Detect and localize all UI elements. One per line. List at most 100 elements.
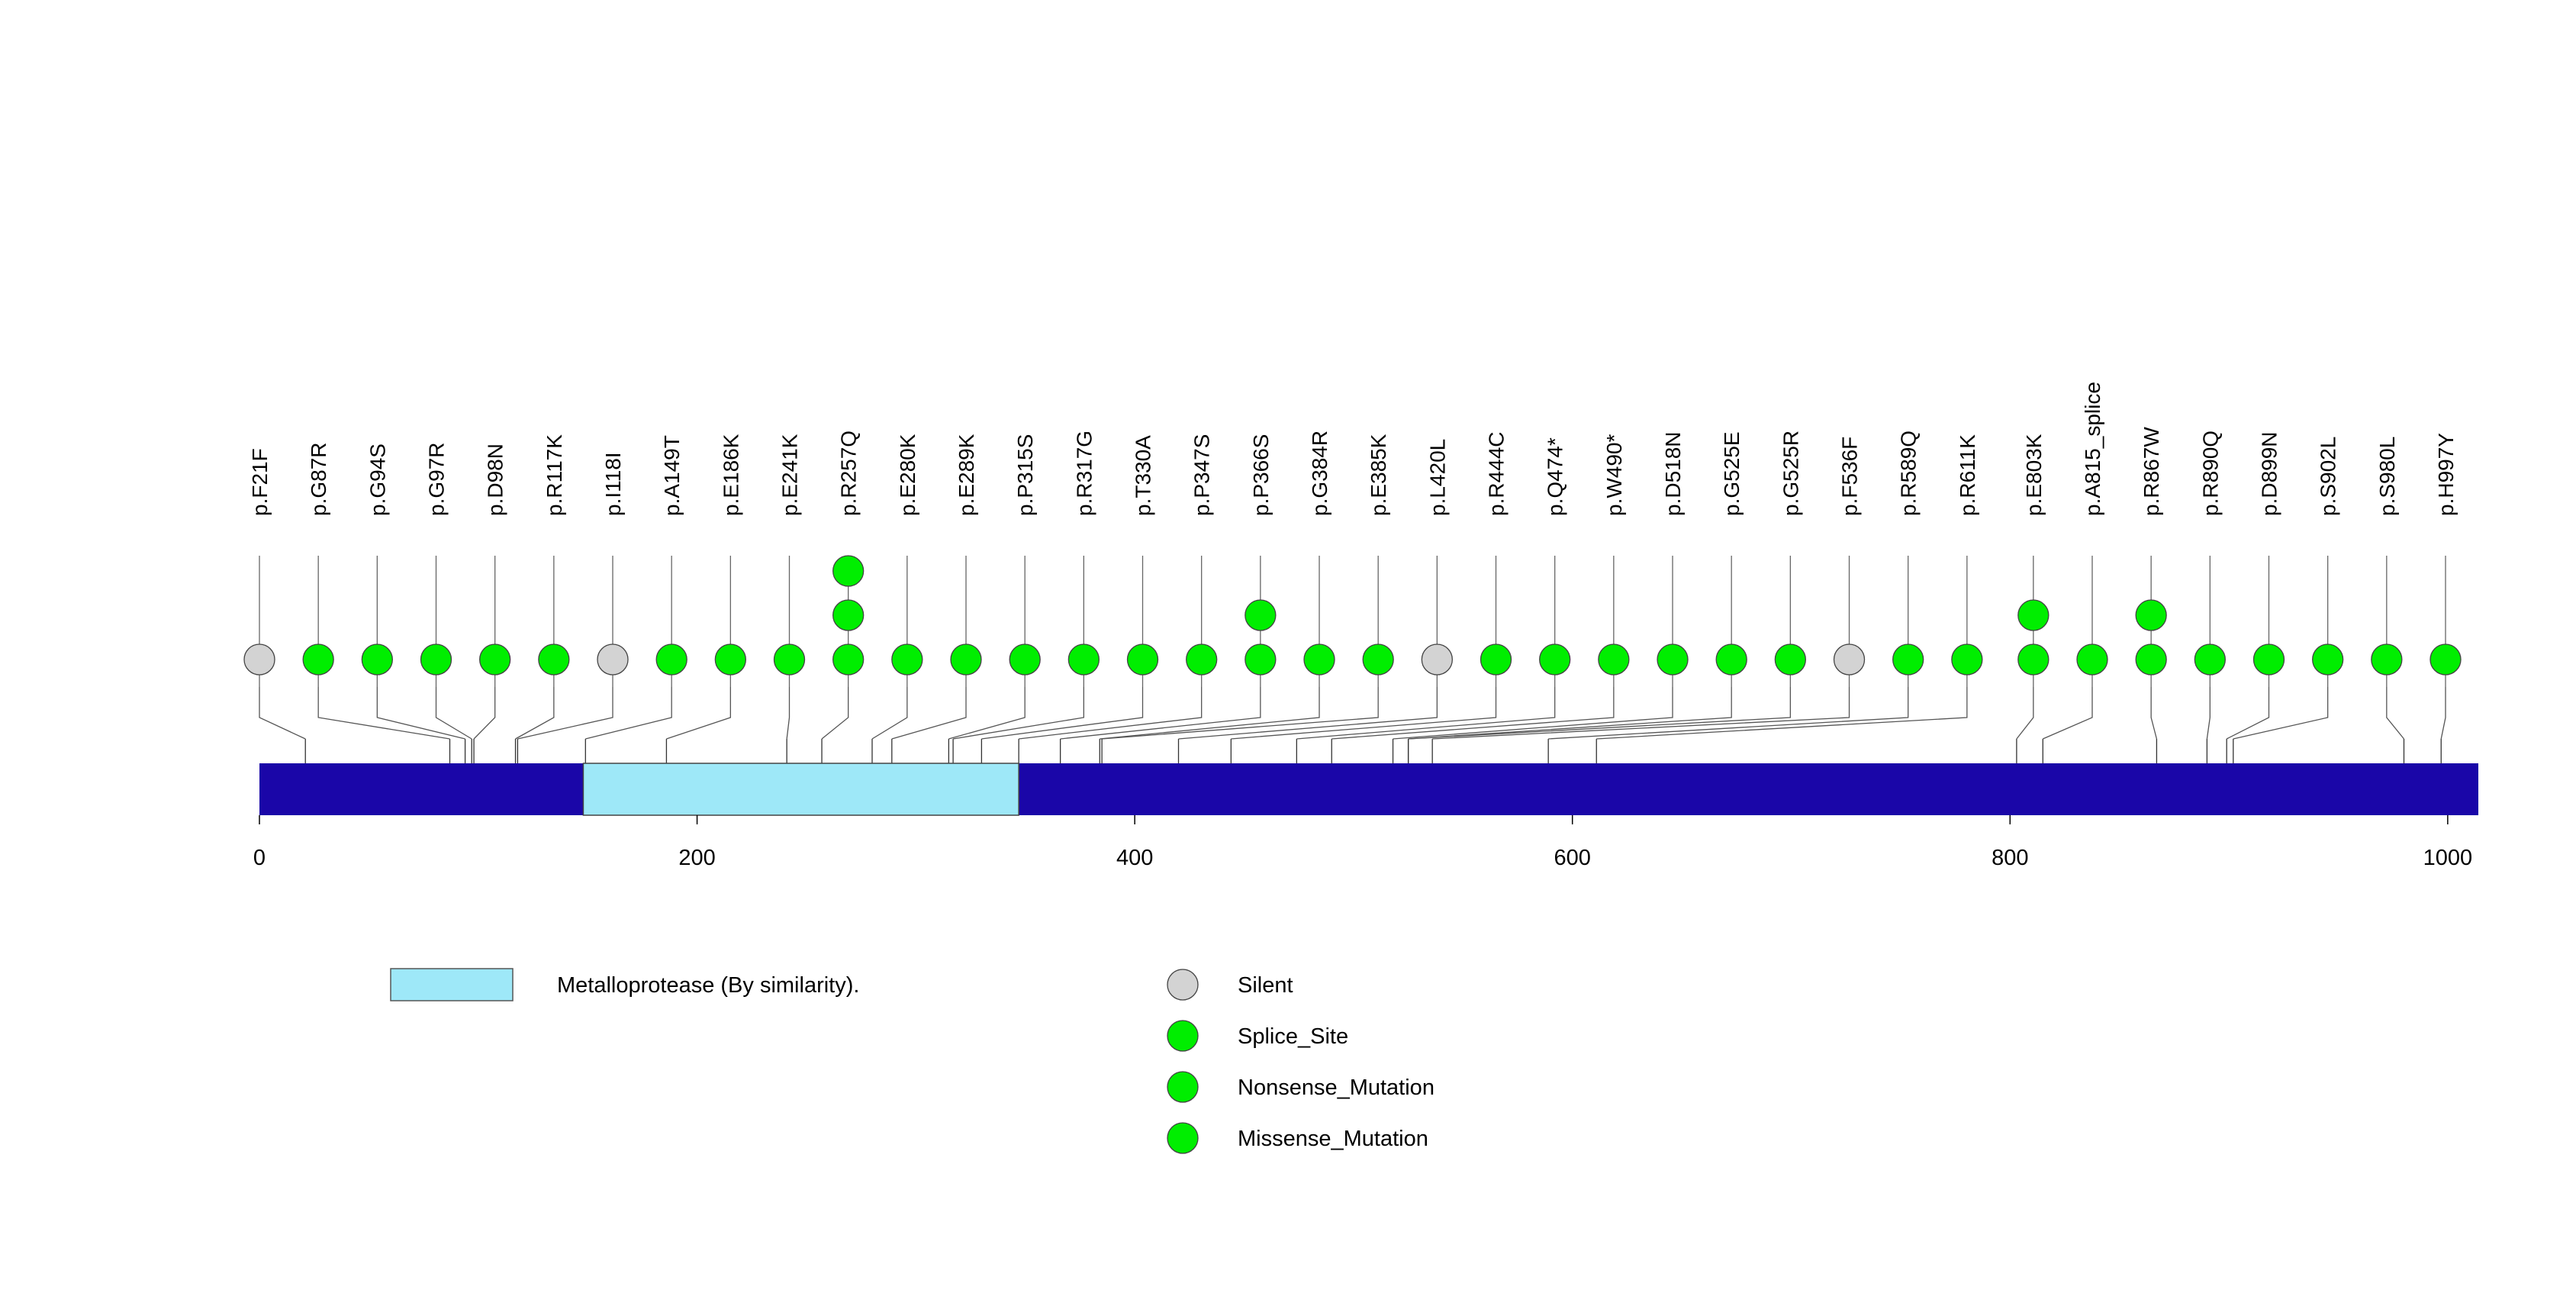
leader-line (2016, 687, 2034, 740)
leader-line (515, 687, 555, 740)
leader-line (1393, 687, 1673, 740)
mutation-label: p.F536F (1838, 437, 1862, 516)
mutation-label: p.E241K (778, 434, 802, 516)
mutation-point (302, 643, 334, 676)
leader-line (1331, 687, 1615, 740)
mutation-point (420, 643, 452, 676)
mutation-label: p.D899N (2257, 431, 2281, 516)
legend-type-label: Missense_Mutation (1238, 1127, 1428, 1151)
mutation-point (361, 643, 393, 676)
mutation-label: p.I118I (601, 452, 625, 516)
leader-line (1178, 687, 1438, 740)
mutation-label: p.G384R (1308, 431, 1331, 516)
mutation-label: p.H997Y (2434, 433, 2458, 516)
mutation-point (2194, 643, 2226, 676)
mutation-label: p.A815_splice (2081, 382, 2104, 516)
legend-type-label: Nonsense_Mutation (1238, 1076, 1435, 1100)
leader-line (2043, 687, 2093, 740)
mutation-label: p.R117K (543, 434, 566, 516)
leader-line (981, 687, 1144, 740)
leader-line (435, 687, 472, 740)
mutation-point (1892, 643, 1924, 676)
mutation-point (1362, 643, 1394, 676)
mutation-label: p.E186K (719, 434, 742, 516)
mutation-point (1421, 643, 1453, 676)
mutation-points (243, 555, 2462, 676)
legend-type-marker (1167, 969, 1199, 1001)
axis-tick-label: 200 (678, 846, 715, 870)
mutation-point (1245, 599, 1277, 631)
mutation-labels: p.F21F p.G87R p.G94S p.G97R p.D98N p.R117K p.I… (248, 382, 2458, 516)
mutation-label: p.S902L (2317, 437, 2340, 516)
leader-line (317, 687, 450, 740)
leader-line (1596, 687, 1968, 740)
mutation-point (1657, 643, 1689, 676)
leader-line (1408, 687, 1792, 740)
mutation-label: p.G525R (1779, 431, 1802, 516)
mutation-label: p.D518N (1661, 431, 1685, 516)
mutation-label: p.S980L (2375, 437, 2399, 516)
mutation-point (538, 643, 570, 676)
mutation-label: p.G97R (425, 443, 449, 517)
mutation-label: p.R317G (1072, 431, 1096, 516)
leader-line (1019, 687, 1203, 740)
legend: Metalloprotease (By similarity). SilentS… (390, 968, 1435, 1154)
mutation-point (655, 643, 687, 676)
mutation-label: p.G94S (365, 443, 389, 516)
leader-line (1548, 687, 1909, 740)
legend-type-marker (1167, 1122, 1199, 1154)
legend-type-label: Splice_Site (1238, 1024, 1348, 1049)
mutation-point (1245, 643, 1277, 676)
axis-tick-label: 0 (253, 846, 266, 870)
mutation-label: p.P347S (1190, 434, 1214, 516)
mutation-label: p.R257Q (837, 431, 861, 516)
mutation-point (2017, 599, 2050, 631)
mutation-point (1833, 643, 1866, 676)
mutation-label: p.R444C (1485, 431, 1509, 516)
leader-line (948, 687, 1026, 740)
leader-line (1100, 687, 1320, 740)
mutation-label: p.E280K (896, 434, 919, 516)
mutation-point (1009, 643, 1041, 676)
leader-line (1102, 687, 1379, 740)
mutation-point (2017, 643, 2050, 676)
legend-type-label: Silent (1238, 973, 1293, 998)
leader-line (1432, 687, 1850, 740)
mutation-point (243, 643, 275, 676)
protein-backbone-layer (259, 763, 2478, 816)
mutation-label: p.G87R (307, 443, 330, 517)
axis-tick-label: 600 (1554, 846, 1591, 870)
mutation-point (832, 643, 865, 676)
leader-line (891, 687, 967, 740)
leader-line (517, 687, 613, 740)
mutation-label: p.Q474* (1544, 437, 1567, 516)
mutation-label: p.R890Q (2198, 431, 2222, 516)
leader-line (821, 687, 849, 740)
mutation-label: p.G525E (1720, 431, 1744, 516)
mutation-point (1951, 643, 1983, 676)
mutation-label: p.P315S (1013, 434, 1037, 516)
legend-type-entries: Silent Splice_Site Nonsense_Mutation Missen… (1167, 969, 1435, 1154)
leader-line (585, 687, 672, 740)
leader-line (1296, 687, 1556, 740)
mutation-point (1067, 643, 1100, 676)
leader-line (376, 687, 465, 740)
mutation-point (832, 555, 865, 587)
leader-line (2206, 687, 2211, 740)
axis-tick-label: 800 (1992, 846, 2028, 870)
mutation-point (773, 643, 806, 676)
mutation-label: p.D98N (484, 443, 507, 516)
axis-tick-label: 1000 (2423, 846, 2473, 870)
mutation-label: p.R867W (2140, 427, 2163, 516)
leader-line (1060, 687, 1261, 740)
mutation-point (2312, 643, 2344, 676)
legend-type-marker (1167, 1071, 1199, 1103)
leader-line (2226, 687, 2270, 740)
mutation-label: p.R589Q (1897, 431, 1921, 516)
mutation-point (1715, 643, 1747, 676)
mutation-label: p.F21F (248, 448, 272, 516)
mutation-point (2135, 599, 2167, 631)
position-axis: 0 200 400 600 800 1000 (253, 815, 2472, 870)
leader-line (473, 687, 496, 740)
mutation-label: p.E803K (2022, 434, 2046, 516)
